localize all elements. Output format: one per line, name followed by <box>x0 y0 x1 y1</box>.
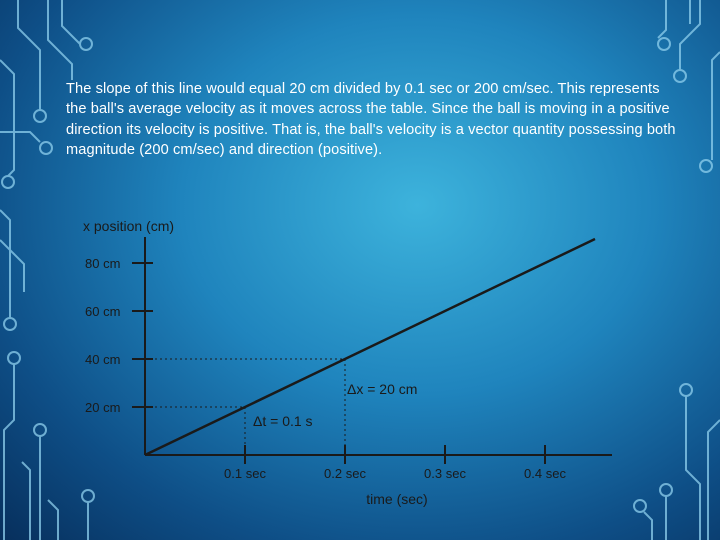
delta-x-label: Δx = 20 cm <box>347 381 417 397</box>
x-tick-label: 0.1 sec <box>224 466 266 481</box>
delta-t-label: Δt = 0.1 s <box>253 413 313 429</box>
chart-ticks <box>132 262 546 464</box>
y-tick-label: 80 cm <box>85 256 120 271</box>
x-tick-label: 0.3 sec <box>424 466 466 481</box>
y-axis-title: x position (cm) <box>83 218 174 234</box>
x-tick-label: 0.2 sec <box>324 466 366 481</box>
x-axis-title: time (sec) <box>366 491 427 507</box>
y-tick-label: 40 cm <box>85 352 120 367</box>
y-tick-label: 20 cm <box>85 400 120 415</box>
chart-axes <box>144 237 612 456</box>
slide-paragraph: The slope of this line would equal 20 cm… <box>66 81 676 159</box>
x-tick-label: 0.4 sec <box>524 466 566 481</box>
y-tick-label: 60 cm <box>85 304 120 319</box>
chart-series <box>144 237 596 457</box>
position-line <box>144 237 596 457</box>
chart-labels: 20 cm 40 cm 60 cm 80 cm 0.1 sec 0.2 sec 0.3 se… <box>83 218 566 507</box>
